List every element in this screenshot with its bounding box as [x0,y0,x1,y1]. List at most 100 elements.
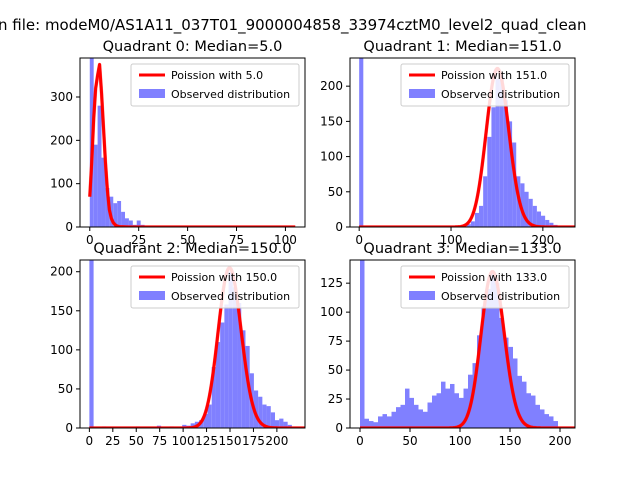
legend-label-curve: Poission with 5.0 [171,69,263,82]
panel-3: 0 50 100 150 200 0 25 50 75 100 125 Quadrant 3: Med… [320,241,576,448]
histogram-bar [128,220,133,227]
histogram-bar [512,142,517,227]
x-tick-label: 0 [356,434,364,448]
x-tick-label: 100 [440,233,463,247]
histogram-bar [409,397,414,428]
histogram-bar [113,203,118,227]
histogram-bar [359,58,364,227]
histogram-bar [504,337,509,428]
histogram-bar [220,322,225,428]
histogram-bar [224,304,229,428]
y-tick-label: 0 [65,220,73,234]
histogram-bar [136,220,141,227]
legend-hist-swatch [139,89,165,98]
axes-frame [349,259,576,429]
figure-suptitle: n file: modeM0/AS1A11_037T01_9000004858_… [0,16,587,35]
panel-2: 0 25 50 75 100 125 150 175 200050100150200Quadra… [50,241,306,448]
histogram-bar [232,287,238,428]
histogram-bar [182,424,187,428]
histogram-bar [513,358,518,428]
x-tick-label: 200 [265,434,288,448]
histogram-bar [373,422,378,428]
histogram-bar [382,414,387,428]
plot-area [88,260,305,428]
x-tick-label: 25 [131,233,146,247]
histogram-bar [491,107,496,227]
y-tick-label: 25 [328,392,343,406]
x-tick-label: 200 [549,434,572,448]
histogram-bar [400,404,405,428]
legend-label-curve: Poission with 151.0 [441,69,547,82]
legend-label-curve: Poission with 133.0 [441,271,547,284]
histogram-bar [125,218,129,227]
histogram-bar [535,404,540,428]
histogram-bar [97,105,102,227]
histogram-bar [531,395,536,428]
y-tick-label: 100 [50,343,73,357]
histogram-bar [520,183,525,227]
histogram-bar [279,418,284,428]
y-tick-label: 0 [335,421,343,435]
panel-title: Quadrant 1: Median=151.0 [363,39,561,55]
histogram-bar [522,381,527,428]
panel-title: Quadrant 3: Median=133.0 [363,241,561,257]
histogram-bar [215,342,221,428]
panel-0: 0 25 50 75 100 0 100 200 300 Quadrant 0: Median=5… [50,39,306,247]
histogram-bar [237,302,242,428]
histogram-bar [445,388,450,428]
histogram-bar [486,288,491,428]
histogram-bar [466,224,471,227]
x-tick-label: 0 [86,434,94,448]
histogram-bar [414,404,419,428]
histogram-bar [101,157,106,227]
legend: Poission with 5.0 Observed distribution [130,63,300,107]
histogram-bar [266,406,271,428]
histogram-bar [549,222,554,227]
histogram-bar [418,409,423,428]
histogram-bar [517,375,522,428]
y-tick-label: 100 [320,150,343,164]
x-tick-label: 50 [180,233,195,247]
y-tick-label: 300 [50,90,73,104]
y-tick-label: 0 [335,220,343,234]
histogram-bar [262,404,267,428]
histogram-bar [526,393,531,428]
legend-label-hist: Observed distribution [441,88,560,101]
y-tick-label: 200 [50,265,73,279]
histogram-bar [524,191,529,227]
y-tick-label: 50 [328,363,343,377]
poisson-curve-line [88,63,296,227]
x-tick-label: 150 [499,434,522,448]
histogram-bar [463,388,468,428]
x-tick-label: 150 [219,434,242,448]
y-tick-label: 200 [50,133,73,147]
axes-frame [79,259,306,429]
histogram-bar [207,404,212,428]
x-tick-label: 200 [531,233,554,247]
legend-label-curve: Poission with 150.0 [171,271,277,284]
histogram-bar [211,367,216,428]
poisson-curve-line [88,266,305,428]
histogram-bar [481,306,486,428]
x-tick-label: 175 [242,434,265,448]
legend-box [400,265,570,309]
histogram-bar [190,423,195,428]
histogram-bar [474,212,480,227]
histogram-bar [472,363,477,428]
legend: Poission with 150.0 Observed distribution [130,265,300,309]
legend-label-hist: Observed distribution [171,290,290,303]
histogram-bar [553,421,558,428]
histogram-bar [541,215,546,227]
x-tick-label: 75 [152,434,167,448]
histogram-bar [364,418,369,428]
histogram-bar [89,260,94,428]
legend-box [400,63,570,107]
legend-box [130,63,300,107]
legend-hist-swatch [409,89,435,98]
histogram-bar [93,144,98,227]
x-tick-label: 100 [449,434,472,448]
histogram-bar [499,317,504,428]
histogram-bar [528,198,533,227]
histogram-bar [396,407,401,428]
